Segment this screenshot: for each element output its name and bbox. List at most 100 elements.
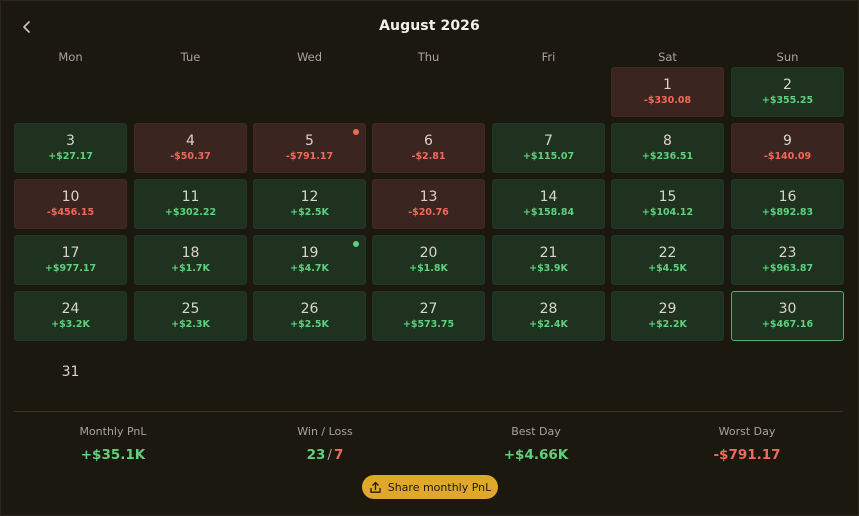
day-cell-26[interactable]: 26 +$2.5K [253, 291, 366, 341]
weekday-fri: Fri [541, 50, 556, 64]
day-cell-12[interactable]: 12 +$2.5K [253, 179, 366, 229]
chevron-left-icon [23, 21, 30, 33]
day-cell-7[interactable]: 7 +$115.07 [492, 123, 605, 173]
day-pnl: -$791.17 [285, 150, 334, 162]
day-pnl: +$104.12 [641, 206, 694, 218]
day-pnl: +$355.25 [761, 94, 814, 106]
day-pnl: +$4.5K [648, 262, 687, 274]
day-cell-9[interactable]: 9 -$140.09 [731, 123, 844, 173]
day-cell-13[interactable]: 13 -$20.76 [372, 179, 485, 229]
day-number: 11 [181, 188, 200, 205]
day-number: 6 [424, 132, 433, 149]
day-number: 1 [663, 76, 672, 93]
loss-count: 7 [333, 447, 344, 463]
day-cell-21[interactable]: 21 +$3.9K [492, 235, 605, 285]
best-day-value: +$4.66K [503, 447, 569, 463]
day-cell-28[interactable]: 28 +$2.4K [492, 291, 605, 341]
day-cell-19[interactable]: 19 +$4.7K [253, 235, 366, 285]
previous-month-button[interactable] [17, 17, 37, 37]
day-number: 23 [778, 244, 797, 261]
day-pnl: -$50.37 [170, 150, 211, 162]
weekday-sun: Sun [776, 50, 799, 64]
day-number: 2 [783, 76, 792, 93]
day-cell-22[interactable]: 22 +$4.5K [611, 235, 724, 285]
day-cell-5[interactable]: 5 -$791.17 [253, 123, 366, 173]
day-pnl: +$3.9K [529, 262, 568, 274]
worst-day-label: Worst Day [718, 425, 776, 438]
day-number: 8 [663, 132, 672, 149]
day-cell-14[interactable]: 14 +$158.84 [492, 179, 605, 229]
day-pnl: -$2.81 [411, 150, 446, 162]
day-cell-25[interactable]: 25 +$2.3K [134, 291, 247, 341]
day-cell-24[interactable]: 24 +$3.2K [14, 291, 127, 341]
day-number: 29 [658, 300, 677, 317]
day-number: 31 [61, 363, 80, 380]
weekday-tue: Tue [180, 50, 201, 64]
day-cell-11[interactable]: 11 +$302.22 [134, 179, 247, 229]
day-pnl: -$140.09 [763, 150, 812, 162]
day-cell-30[interactable]: 30 +$467.16 [731, 291, 844, 341]
day-cell-6[interactable]: 6 -$2.81 [372, 123, 485, 173]
day-number: 17 [61, 244, 80, 261]
day-cell-20[interactable]: 20 +$1.8K [372, 235, 485, 285]
day-cell-3[interactable]: 3 +$27.17 [14, 123, 127, 173]
day-number: 5 [305, 132, 314, 149]
day-cell-10[interactable]: 10 -$456.15 [14, 179, 127, 229]
day-cell-29[interactable]: 29 +$2.2K [611, 291, 724, 341]
day-cell-23[interactable]: 23 +$963.87 [731, 235, 844, 285]
weekday-wed: Wed [296, 50, 323, 64]
day-pnl: +$3.2K [51, 318, 90, 330]
day-number: 24 [61, 300, 80, 317]
day-number: 20 [419, 244, 438, 261]
day-pnl: +$1.7K [171, 262, 210, 274]
day-pnl: +$4.7K [290, 262, 329, 274]
day-number: 18 [181, 244, 200, 261]
share-monthly-pnl-button[interactable]: Share monthly PnL [362, 475, 498, 499]
day-pnl: +$1.8K [409, 262, 448, 274]
day-pnl: +$467.16 [761, 318, 814, 330]
day-cell-27[interactable]: 27 +$573.75 [372, 291, 485, 341]
day-pnl: +$977.17 [44, 262, 97, 274]
day-pnl: +$2.5K [290, 318, 329, 330]
day-pnl: +$27.17 [48, 150, 93, 162]
trade-note-indicator-dot [353, 241, 359, 247]
share-upload-icon [370, 481, 381, 493]
win-loss-value: 23/7 [225, 447, 425, 463]
day-cell-17[interactable]: 17 +$977.17 [14, 235, 127, 285]
best-day-stat: Best Day +$4.66K [436, 425, 636, 463]
day-number: 14 [539, 188, 558, 205]
day-number: 13 [419, 188, 438, 205]
day-number: 16 [778, 188, 797, 205]
day-pnl: +$2.5K [290, 206, 329, 218]
day-cell-2[interactable]: 2 +$355.25 [731, 67, 844, 117]
weekday-mon: Mon [58, 50, 83, 64]
monthly-pnl-value: +$35.1K [80, 447, 146, 463]
day-number: 4 [186, 132, 195, 149]
day-pnl: +$2.3K [171, 318, 210, 330]
day-cell-4[interactable]: 4 -$50.37 [134, 123, 247, 173]
day-number: 21 [539, 244, 558, 261]
day-cell-1[interactable]: 1 -$330.08 [611, 67, 724, 117]
day-cell-8[interactable]: 8 +$236.51 [611, 123, 724, 173]
win-count: 23 [306, 447, 326, 463]
trade-note-indicator-dot [353, 129, 359, 135]
day-pnl: -$456.15 [46, 206, 95, 218]
day-number: 28 [539, 300, 558, 317]
day-cell-18[interactable]: 18 +$1.7K [134, 235, 247, 285]
monthly-pnl-stat: Monthly PnL +$35.1K [13, 425, 213, 463]
share-button-label: Share monthly PnL [387, 480, 492, 494]
month-title: August 2026 [379, 18, 480, 34]
day-cell-15[interactable]: 15 +$104.12 [611, 179, 724, 229]
win-loss-stat: Win / Loss 23/7 [225, 425, 425, 463]
day-number: 15 [658, 188, 677, 205]
day-pnl: -$330.08 [643, 94, 692, 106]
day-pnl: +$115.07 [522, 150, 575, 162]
day-pnl: +$2.4K [529, 318, 568, 330]
day-number: 22 [658, 244, 677, 261]
day-number: 9 [783, 132, 792, 149]
best-day-label: Best Day [511, 425, 561, 438]
day-cell-16[interactable]: 16 +$892.83 [731, 179, 844, 229]
day-pnl: -$20.76 [408, 206, 449, 218]
day-number: 26 [300, 300, 319, 317]
day-cell-31[interactable]: 31 [14, 347, 127, 397]
